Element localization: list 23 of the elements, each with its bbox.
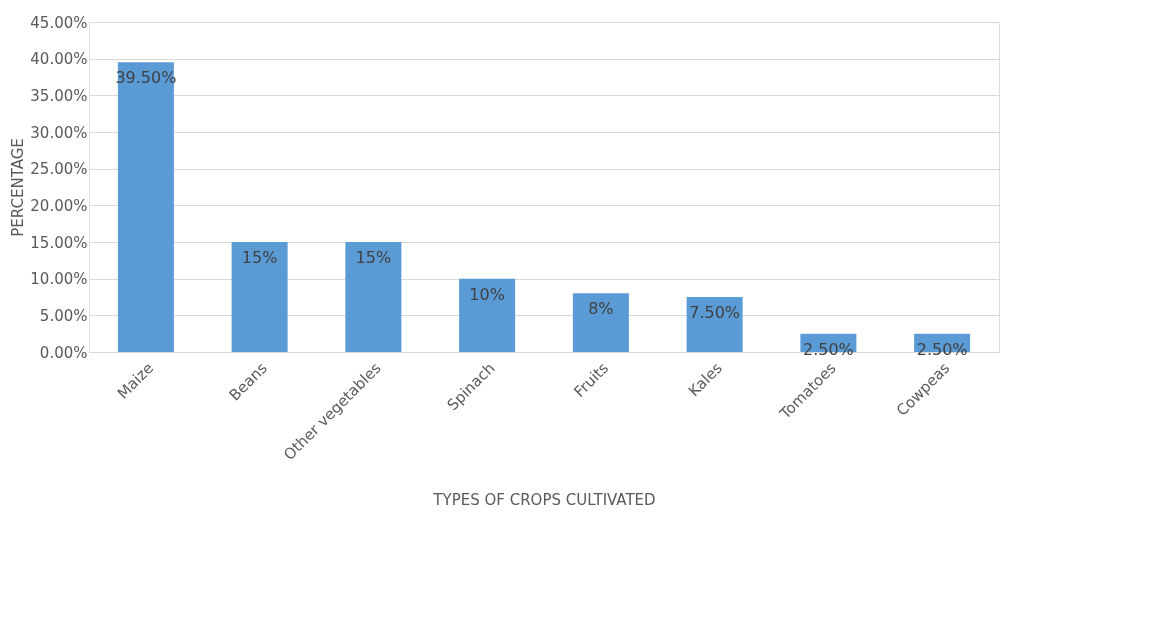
y-tick-label: 5.00% — [39, 306, 88, 325]
bar — [686, 297, 743, 352]
bar — [572, 293, 629, 352]
y-axis-title: PERCENTAGE — [9, 138, 28, 237]
data-label: 10% — [469, 284, 505, 304]
bar — [459, 278, 516, 352]
y-tick-label: 40.00% — [30, 50, 88, 69]
y-tick-label: 45.00% — [30, 13, 88, 32]
data-label: 15% — [241, 248, 278, 267]
y-tick-label: 30.00% — [30, 123, 88, 142]
y-tick-label: 20.00% — [30, 196, 88, 215]
x-axis-title: TYPES OF CROPS CULTIVATED — [432, 491, 656, 510]
bar — [117, 62, 174, 352]
data-label: 8% — [588, 299, 614, 319]
y-tick-label: 35.00% — [30, 86, 88, 105]
y-tick-label: 15.00% — [30, 233, 88, 252]
data-label: 7.50% — [689, 303, 741, 322]
y-tick-label: 10.00% — [30, 270, 88, 289]
data-label: 15% — [355, 248, 392, 267]
y-tick-label: 0.00% — [39, 343, 88, 362]
bar — [231, 242, 288, 352]
y-tick-label: 25.00% — [30, 160, 88, 179]
bar — [345, 242, 402, 352]
